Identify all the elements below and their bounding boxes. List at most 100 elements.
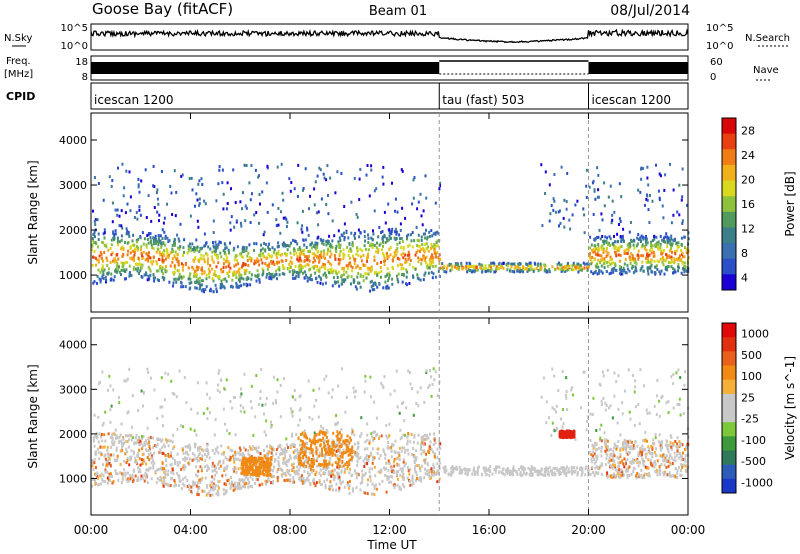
heatmap-cell bbox=[253, 259, 256, 263]
heatmap-cell bbox=[661, 204, 664, 208]
heatmap-cell bbox=[360, 416, 363, 420]
heatmap-cell bbox=[393, 485, 396, 488]
heatmap-cell bbox=[276, 390, 279, 394]
heatmap-cell bbox=[591, 255, 594, 259]
heatmap-cell bbox=[271, 261, 274, 265]
heatmap-cell bbox=[636, 242, 639, 246]
heatmap-cell bbox=[329, 249, 332, 253]
heatmap-cell bbox=[651, 244, 654, 248]
heatmap-cell bbox=[316, 268, 319, 272]
heatmap-cell bbox=[417, 233, 420, 237]
heatmap-cell bbox=[309, 276, 311, 280]
heatmap-cell bbox=[598, 228, 601, 232]
heatmap-cell bbox=[676, 403, 679, 406]
heatmap-cell bbox=[141, 458, 144, 462]
heatmap-cell bbox=[394, 197, 397, 201]
heatmap-cell bbox=[434, 441, 437, 445]
heatmap-cell bbox=[253, 447, 256, 450]
heatmap-cell bbox=[247, 263, 250, 267]
heatmap-cell bbox=[353, 262, 356, 266]
heatmap-cell bbox=[619, 453, 622, 457]
heatmap-cell bbox=[152, 255, 155, 259]
heatmap-cell bbox=[390, 230, 393, 233]
heatmap-cell bbox=[276, 165, 279, 169]
heatmap-cell bbox=[565, 471, 568, 475]
heatmap-cell bbox=[603, 257, 606, 261]
heatmap-cell bbox=[598, 271, 601, 275]
heatmap-cell bbox=[182, 285, 185, 289]
heatmap-cell bbox=[284, 449, 286, 453]
heatmap-cell bbox=[413, 434, 416, 437]
heatmap-cell bbox=[394, 439, 397, 443]
heatmap-cell bbox=[676, 469, 679, 473]
heatmap-cell bbox=[175, 257, 178, 261]
heatmap-cell bbox=[294, 276, 297, 280]
heatmap-cell bbox=[107, 432, 110, 436]
heatmap-cell bbox=[146, 234, 149, 237]
heatmap-cell bbox=[496, 267, 499, 271]
heatmap-cell bbox=[207, 449, 210, 453]
heatmap-cell bbox=[366, 483, 369, 487]
heatmap-cell bbox=[470, 270, 473, 274]
heatmap-cell bbox=[277, 223, 280, 227]
heatmap-cell bbox=[198, 203, 201, 207]
heatmap-cell bbox=[135, 461, 138, 464]
heatmap-cell bbox=[636, 472, 639, 475]
heatmap-cell bbox=[243, 163, 246, 167]
heatmap-cell bbox=[369, 289, 371, 293]
heatmap-cell bbox=[323, 255, 326, 259]
heatmap-cell bbox=[453, 265, 456, 269]
heatmap-cell bbox=[137, 466, 140, 470]
heatmap-cell bbox=[631, 374, 634, 377]
heatmap-cell bbox=[217, 182, 220, 186]
heatmap-cell bbox=[163, 471, 166, 475]
heatmap-cell bbox=[613, 475, 616, 479]
y-tick-label: 2000 bbox=[59, 224, 87, 237]
heatmap-cell bbox=[217, 451, 220, 455]
heatmap-cell bbox=[104, 468, 107, 472]
heatmap-cell bbox=[364, 462, 366, 465]
heatmap-cell bbox=[617, 239, 620, 243]
heatmap-cell bbox=[116, 454, 119, 458]
heatmap-cell bbox=[237, 485, 240, 489]
heatmap-cell bbox=[137, 452, 140, 456]
heatmap-cell bbox=[415, 251, 418, 254]
heatmap-cell bbox=[201, 454, 204, 458]
heatmap-cell bbox=[657, 189, 660, 193]
heatmap-cell bbox=[646, 198, 649, 202]
heatmap-cell bbox=[212, 488, 215, 492]
heatmap-cell bbox=[468, 468, 471, 472]
heatmap-cell bbox=[343, 231, 345, 235]
heatmap-cell bbox=[625, 462, 627, 466]
heatmap-cell bbox=[406, 439, 409, 443]
heatmap-cell bbox=[487, 267, 490, 271]
heatmap-cell bbox=[214, 273, 217, 277]
heatmap-cell bbox=[176, 471, 179, 475]
heatmap-cell bbox=[188, 281, 191, 285]
heatmap-cell bbox=[331, 219, 334, 223]
heatmap-cell bbox=[678, 443, 681, 447]
heatmap-cell bbox=[118, 401, 121, 405]
heatmap-cell bbox=[398, 241, 401, 245]
heatmap-cell bbox=[594, 237, 597, 241]
heatmap-cell bbox=[337, 258, 340, 261]
heatmap-cell bbox=[548, 183, 551, 187]
heatmap-cell bbox=[405, 275, 408, 279]
heatmap-cell bbox=[116, 459, 119, 462]
heatmap-cell bbox=[399, 237, 401, 241]
heatmap-cell bbox=[595, 465, 598, 469]
heatmap-cell bbox=[372, 229, 374, 233]
heatmap-cell bbox=[156, 210, 159, 214]
heatmap-cell bbox=[388, 446, 391, 450]
heatmap-cell bbox=[187, 244, 190, 248]
heatmap-cell bbox=[428, 473, 431, 477]
heatmap-cell bbox=[370, 268, 373, 272]
heatmap-cell bbox=[218, 480, 221, 483]
heatmap-cell bbox=[649, 461, 652, 465]
heatmap-cell bbox=[372, 232, 375, 236]
heatmap-cell bbox=[188, 457, 191, 461]
heatmap-cell bbox=[218, 369, 221, 373]
heatmap-cell bbox=[636, 476, 638, 480]
heatmap-cell bbox=[628, 255, 631, 259]
heatmap-cell bbox=[683, 267, 686, 271]
